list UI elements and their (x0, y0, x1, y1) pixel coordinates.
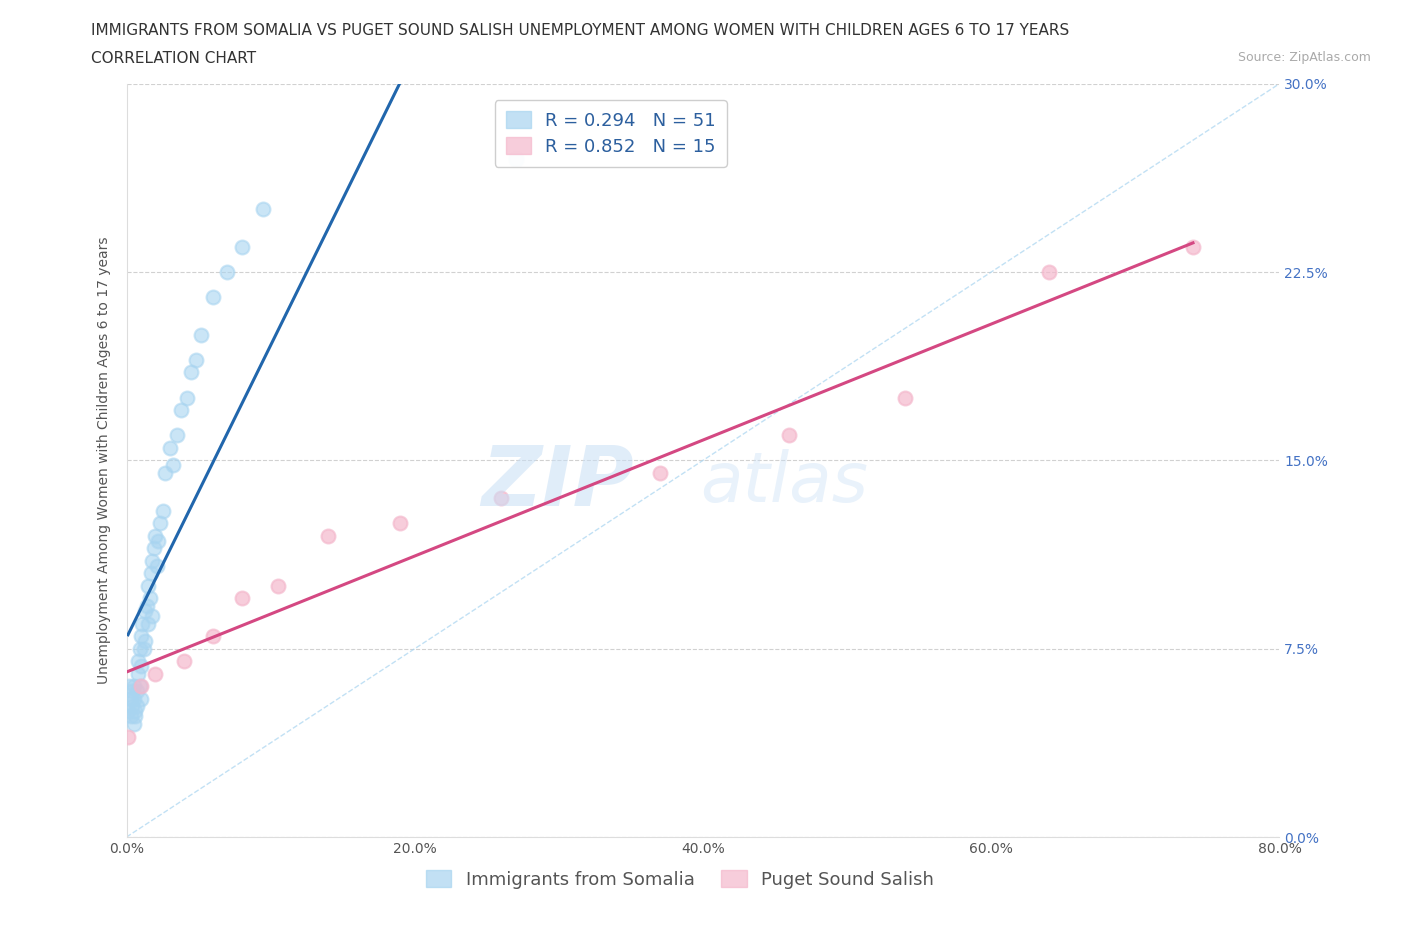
Point (118, 679, 141, 694)
Point (131, 616, 153, 631)
Point (190, 327, 212, 342)
Point (129, 629, 152, 644)
Point (184, 352, 207, 367)
Point (779, 428, 801, 443)
Point (136, 616, 159, 631)
Point (170, 403, 193, 418)
Y-axis label: Unemployment Among Women with Children Ages 6 to 17 years: Unemployment Among Women with Children A… (97, 236, 111, 684)
Point (127, 666, 149, 681)
Point (120, 692, 142, 707)
Legend: Immigrants from Somalia, Puget Sound Salish: Immigrants from Somalia, Puget Sound Sal… (419, 862, 941, 896)
Point (202, 289, 225, 304)
Point (231, 239, 253, 254)
Point (155, 465, 177, 480)
Point (159, 440, 181, 455)
Text: CORRELATION CHART: CORRELATION CHART (91, 51, 256, 66)
Point (145, 666, 166, 681)
Point (202, 629, 225, 644)
Text: IMMIGRANTS FROM SOMALIA VS PUGET SOUND SALISH UNEMPLOYMENT AMONG WOMEN WITH CHIL: IMMIGRANTS FROM SOMALIA VS PUGET SOUND S… (91, 23, 1070, 38)
Point (141, 553, 163, 568)
Point (128, 642, 150, 657)
Point (252, 202, 274, 217)
Point (318, 528, 340, 543)
Point (136, 578, 159, 593)
Point (894, 391, 917, 405)
Text: atlas: atlas (700, 449, 868, 516)
Point (129, 692, 152, 707)
Point (648, 465, 671, 480)
Point (124, 709, 146, 724)
Point (141, 608, 163, 623)
Point (146, 558, 169, 573)
Point (122, 717, 145, 732)
Point (176, 391, 198, 405)
Point (389, 515, 412, 530)
Point (142, 540, 165, 555)
Point (122, 679, 145, 694)
Point (145, 528, 166, 543)
Point (217, 264, 239, 279)
Point (129, 679, 152, 694)
Point (120, 709, 142, 724)
Point (127, 654, 149, 669)
Point (135, 599, 157, 614)
Point (134, 633, 156, 648)
Point (173, 654, 195, 669)
Point (121, 699, 143, 714)
Point (180, 365, 202, 380)
Point (149, 515, 172, 530)
Point (231, 591, 253, 606)
Point (1181, 239, 1204, 254)
Point (129, 658, 152, 673)
Point (1038, 264, 1060, 279)
Point (134, 604, 156, 618)
Point (125, 699, 148, 714)
Point (148, 533, 170, 548)
Point (152, 503, 174, 518)
Point (128, 679, 150, 694)
Point (138, 591, 160, 606)
Point (166, 428, 188, 443)
Point (117, 729, 139, 744)
Point (117, 704, 139, 719)
Point (121, 684, 143, 698)
Point (125, 684, 148, 698)
Point (132, 642, 155, 657)
Point (505, 152, 527, 166)
Point (124, 704, 146, 719)
Point (139, 565, 162, 580)
Text: Source: ZipAtlas.com: Source: ZipAtlas.com (1237, 51, 1371, 64)
Point (267, 578, 290, 593)
Text: ZIP: ZIP (481, 443, 634, 524)
Point (162, 458, 184, 472)
Point (491, 491, 513, 506)
Point (122, 692, 145, 707)
